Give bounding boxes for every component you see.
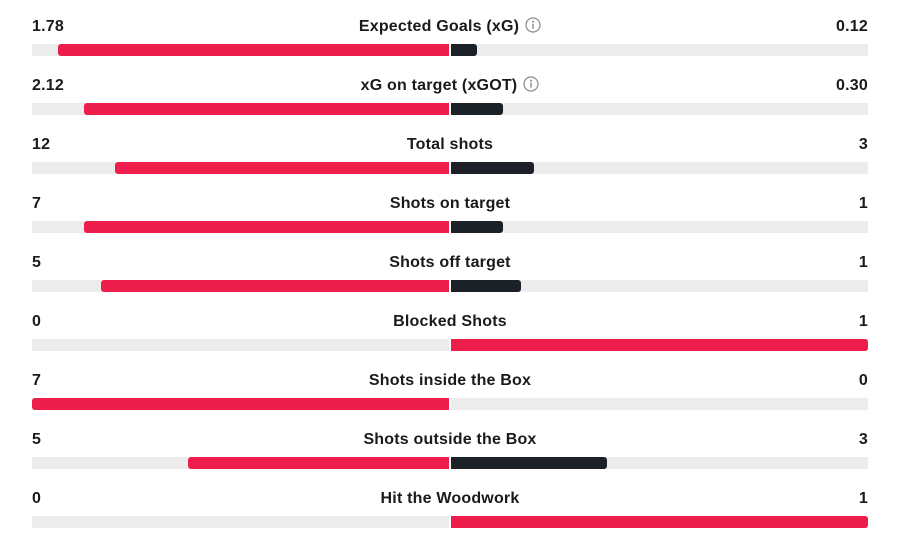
stat-row: 5 Shots off target 1 — [0, 245, 900, 304]
away-bar-fill — [451, 221, 503, 233]
home-bar-track — [32, 103, 449, 115]
stat-label: xG on target (xGOT) — [0, 76, 900, 96]
away-bar-fill — [451, 280, 521, 292]
home-value: 12 — [32, 136, 51, 153]
away-bar-fill — [451, 44, 477, 56]
stat-label: Shots inside the Box — [0, 371, 900, 391]
away-value: 0.30 — [836, 77, 868, 94]
stat-row: 7 Shots on target 1 — [0, 186, 900, 245]
stat-label-text: Shots off target — [389, 254, 511, 271]
info-icon[interactable] — [523, 76, 539, 92]
home-bar-fill — [32, 398, 449, 410]
home-value: 0 — [32, 313, 42, 330]
away-value: 1 — [858, 490, 868, 507]
away-value: 1 — [858, 313, 868, 330]
home-bar-track — [32, 457, 449, 469]
home-bar-fill — [84, 221, 449, 233]
away-value: 3 — [858, 431, 868, 448]
home-bar-fill — [188, 457, 449, 469]
stat-label-text: Hit the Woodwork — [380, 490, 520, 507]
away-bar-track — [451, 221, 868, 233]
stat-row: 7 Shots inside the Box 0 — [0, 363, 900, 422]
away-value: 0 — [858, 372, 868, 389]
home-bar-track — [32, 516, 449, 528]
home-bar-track — [32, 339, 449, 351]
home-bar-track — [32, 44, 449, 56]
away-value: 3 — [858, 136, 868, 153]
stat-label-text: Shots inside the Box — [368, 372, 532, 389]
away-value: 0.12 — [836, 18, 868, 35]
stat-label: Expected Goals (xG) — [0, 17, 900, 37]
home-bar-fill — [115, 162, 449, 174]
home-bar-track — [32, 280, 449, 292]
away-bar-track — [451, 103, 868, 115]
stat-label-text: Blocked Shots — [393, 313, 507, 330]
stat-label-text: Expected Goals (xG) — [358, 18, 520, 35]
away-bar-fill — [451, 103, 503, 115]
stat-label-text: xG on target (xGOT) — [360, 77, 518, 94]
home-bar-track — [32, 398, 449, 410]
home-value: 7 — [32, 195, 42, 212]
away-bar-fill — [451, 457, 607, 469]
home-bar-fill — [101, 280, 449, 292]
home-bar-track — [32, 162, 449, 174]
stat-label: Shots on target — [0, 194, 900, 214]
home-bar-track — [32, 221, 449, 233]
home-value: 2.12 — [32, 77, 64, 94]
away-value: 1 — [858, 254, 868, 271]
stat-row: 12 Total shots 3 — [0, 127, 900, 186]
stat-row: 2.12 xG on target (xGOT) 0.30 — [0, 68, 900, 127]
away-value: 1 — [858, 195, 868, 212]
stat-label-text: Shots outside the Box — [363, 431, 537, 448]
home-value: 5 — [32, 254, 42, 271]
stat-label: Total shots — [0, 135, 900, 155]
home-bar-fill — [84, 103, 449, 115]
stat-label: Shots off target — [0, 253, 900, 273]
stat-row: 1.78 Expected Goals (xG) 0.12 — [0, 9, 900, 68]
away-bar-track — [451, 280, 868, 292]
stat-label: Blocked Shots — [0, 312, 900, 332]
home-value: 1.78 — [32, 18, 64, 35]
away-bar-fill — [451, 339, 868, 351]
home-value: 7 — [32, 372, 42, 389]
stat-row: 0 Blocked Shots 1 — [0, 304, 900, 363]
stat-label-text: Shots on target — [389, 195, 511, 212]
home-value: 5 — [32, 431, 42, 448]
away-bar-track — [451, 457, 868, 469]
away-bar-track — [451, 516, 868, 528]
stat-row: 0 Hit the Woodwork 1 — [0, 481, 900, 540]
home-value: 0 — [32, 490, 42, 507]
away-bar-track — [451, 44, 868, 56]
home-bar-fill — [58, 44, 449, 56]
away-bar-fill — [451, 162, 534, 174]
stat-row: 5 Shots outside the Box 3 — [0, 422, 900, 481]
away-bar-track — [451, 398, 868, 410]
stat-label: Hit the Woodwork — [0, 489, 900, 509]
away-bar-fill — [451, 516, 868, 528]
stat-label-text: Total shots — [406, 136, 494, 153]
info-icon[interactable] — [525, 17, 541, 33]
stat-label: Shots outside the Box — [0, 430, 900, 450]
away-bar-track — [451, 162, 868, 174]
away-bar-track — [451, 339, 868, 351]
